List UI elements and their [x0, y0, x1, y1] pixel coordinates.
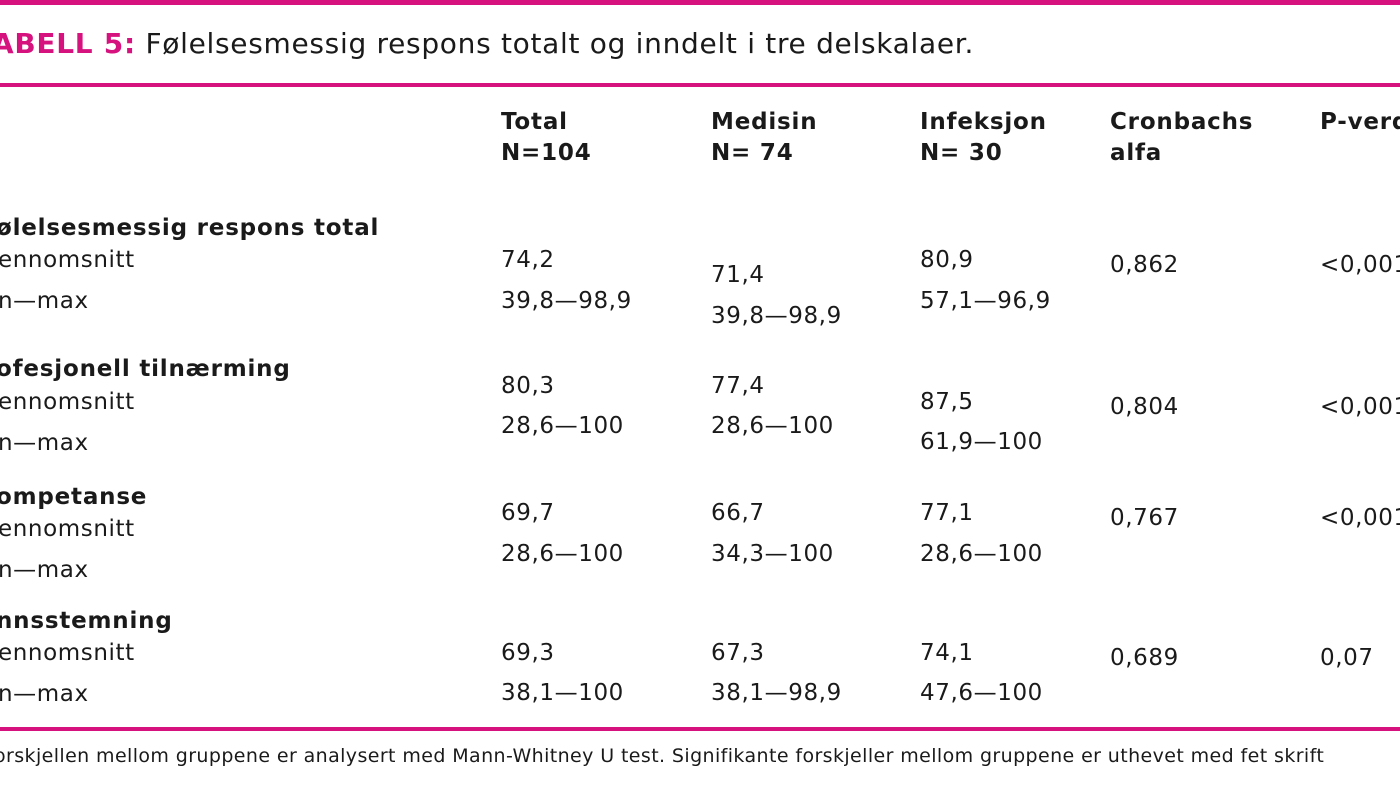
- top-rule: [0, 0, 1400, 5]
- cell-medisin-range: 38,1—98,9: [711, 680, 842, 706]
- col-header-medisin-n: N= 74: [711, 140, 794, 166]
- table-footnote: orskjellen mellom gruppene er analysert …: [0, 745, 1325, 767]
- cell-p: <0,001: [1320, 252, 1400, 278]
- row-sub-label: ennomsnitt: [0, 247, 135, 273]
- table-title-label: ABELL 5:: [0, 27, 136, 60]
- cell-medisin-range: 28,6—100: [711, 413, 834, 439]
- cell-p: <0,001: [1320, 394, 1400, 420]
- row-sub-label: n—max: [0, 288, 89, 314]
- col-header-total-n: N=104: [501, 140, 592, 166]
- row-sub-label: ennomsnitt: [0, 516, 135, 542]
- col-header-cronbach: Cronbachs: [1110, 109, 1254, 135]
- cell-medisin-range: 34,3—100: [711, 541, 834, 567]
- cell-cronbach: 0,804: [1110, 394, 1179, 420]
- cell-medisin: 66,7: [711, 500, 765, 526]
- row-sub-label: n—max: [0, 557, 89, 583]
- cell-cronbach: 0,689: [1110, 645, 1179, 671]
- cell-infeksjon-range: 47,6—100: [920, 680, 1043, 706]
- cell-total-range: 28,6—100: [501, 413, 624, 439]
- cell-p: 0,07: [1320, 645, 1374, 671]
- row-heading: ølelsesmessig respons total: [0, 215, 380, 241]
- col-header-total: Total: [501, 109, 568, 135]
- cell-medisin: 67,3: [711, 640, 765, 666]
- cell-infeksjon: 80,9: [920, 247, 974, 273]
- cell-medisin: 71,4: [711, 262, 765, 288]
- cell-infeksjon: 87,5: [920, 389, 974, 415]
- row-heading: ofesjonell tilnærming: [0, 356, 291, 382]
- row-sub-label: n—max: [0, 430, 89, 456]
- col-header-infeksjon-n: N= 30: [920, 140, 1003, 166]
- cell-total: 80,3: [501, 373, 555, 399]
- cell-total: 69,7: [501, 500, 555, 526]
- cell-infeksjon: 74,1: [920, 640, 974, 666]
- row-sub-label: ennomsnitt: [0, 389, 135, 415]
- cell-total-range: 38,1—100: [501, 680, 624, 706]
- cell-medisin: 77,4: [711, 373, 765, 399]
- col-header-p: P-verd: [1320, 109, 1400, 135]
- row-sub-label: ennomsnitt: [0, 640, 135, 666]
- title-rule: [0, 83, 1400, 87]
- cell-infeksjon-range: 57,1—96,9: [920, 288, 1051, 314]
- row-heading: nnsstemning: [0, 608, 173, 634]
- cell-infeksjon: 77,1: [920, 500, 974, 526]
- cell-cronbach: 0,767: [1110, 505, 1179, 531]
- row-sub-label: n—max: [0, 681, 89, 707]
- cell-total: 74,2: [501, 247, 555, 273]
- table-title: ABELL 5: Følelsesmessig respons totalt o…: [0, 30, 974, 58]
- col-header-medisin: Medisin: [711, 109, 818, 135]
- cell-total-range: 39,8—98,9: [501, 288, 632, 314]
- col-header-infeksjon: Infeksjon: [920, 109, 1047, 135]
- bottom-rule: [0, 727, 1400, 731]
- cell-infeksjon-range: 61,9—100: [920, 429, 1043, 455]
- col-header-cronbach-2: alfa: [1110, 140, 1163, 166]
- cell-total: 69,3: [501, 640, 555, 666]
- cell-p: <0,001: [1320, 505, 1400, 531]
- table-title-text: Følelsesmessig respons totalt og inndelt…: [135, 27, 975, 60]
- row-heading: ompetanse: [0, 484, 148, 510]
- cell-cronbach: 0,862: [1110, 252, 1179, 278]
- cell-total-range: 28,6—100: [501, 541, 624, 567]
- cell-medisin-range: 39,8—98,9: [711, 303, 842, 329]
- cell-infeksjon-range: 28,6—100: [920, 541, 1043, 567]
